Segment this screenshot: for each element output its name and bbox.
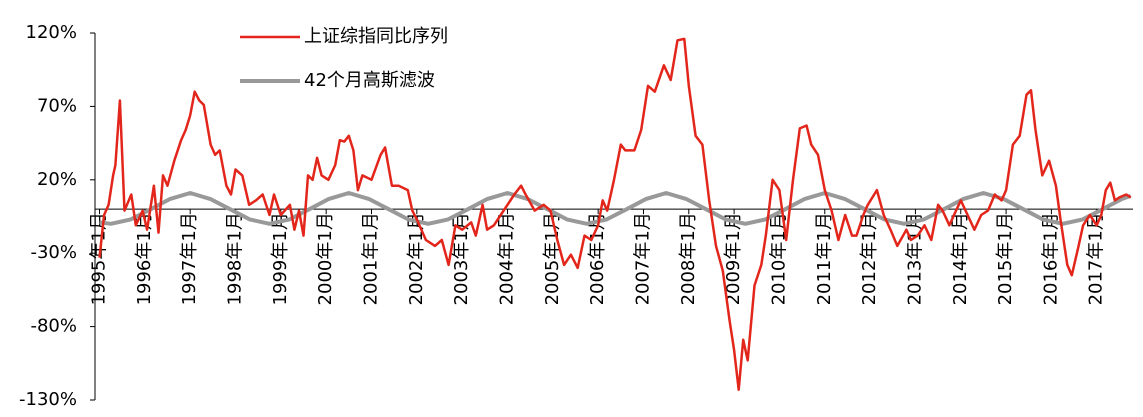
y-tick-label: -80% — [30, 316, 77, 337]
legend-label: 上证综指同比序列 — [304, 26, 448, 47]
x-tick-label: 2007年1月 — [632, 212, 653, 305]
x-tick-label: 1995年1月 — [89, 212, 110, 305]
x-tick-label: 1998年1月 — [225, 212, 246, 305]
x-tick-label: 2008年1月 — [678, 212, 699, 305]
x-tick-label: 2004年1月 — [496, 212, 517, 305]
y-tick-label: 70% — [37, 95, 77, 116]
x-tick-label: 1996年1月 — [134, 212, 155, 305]
x-tick-label: 2011年1月 — [814, 212, 835, 305]
x-tick-label: 2009年1月 — [723, 212, 744, 305]
x-tick-label: 2003年1月 — [451, 212, 472, 305]
y-tick-label: 120% — [26, 22, 77, 43]
series-line — [99, 191, 1132, 226]
series-line — [98, 37, 1132, 391]
y-tick-label: 20% — [37, 169, 77, 190]
x-tick-label: 2016年1月 — [1040, 212, 1061, 305]
x-tick-label: 2014年1月 — [950, 212, 971, 305]
x-tick-label: 2005年1月 — [542, 212, 563, 305]
x-tick-label: 2012年1月 — [859, 212, 880, 305]
x-tick-label: 2013年1月 — [904, 212, 925, 305]
x-tick-label: 2010年1月 — [768, 212, 789, 305]
legend-label: 42个月高斯滤波 — [304, 70, 435, 91]
x-tick-label: 2017年1月 — [1086, 212, 1107, 305]
x-tick-label: 2000年1月 — [315, 212, 336, 305]
x-tick-label: 1997年1月 — [179, 212, 200, 305]
x-tick-label: 2015年1月 — [995, 212, 1016, 305]
x-tick-label: 2002年1月 — [406, 212, 427, 305]
y-tick-label: -130% — [19, 389, 77, 410]
x-tick-label: 1999年1月 — [270, 212, 291, 305]
x-tick-label: 2001年1月 — [360, 212, 381, 305]
y-tick-label: -30% — [30, 242, 77, 263]
